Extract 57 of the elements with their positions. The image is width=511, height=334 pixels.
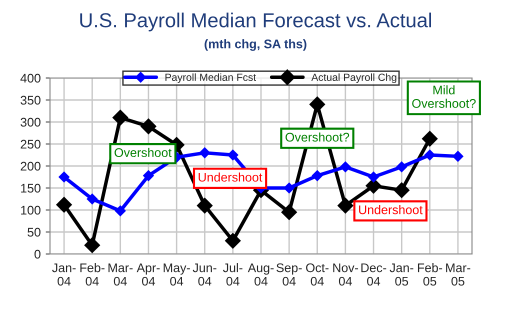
x-tick-label: Jun- 04 <box>192 263 216 286</box>
point <box>114 205 126 216</box>
x-tick-label: Feb- 05 <box>418 263 442 286</box>
point <box>424 150 436 160</box>
y-tick-label: 50 <box>28 228 40 237</box>
point <box>422 130 438 147</box>
point <box>199 147 210 158</box>
point <box>196 198 213 214</box>
point <box>312 170 323 182</box>
y-tick-label: 0 <box>34 250 40 259</box>
point <box>340 161 351 172</box>
x-tick-label: Jul- 04 <box>222 263 242 286</box>
x-tick-label: Mar- 05 <box>446 263 470 286</box>
x-tick-label: Dec- 04 <box>361 263 386 286</box>
y-tick-label: 150 <box>21 184 40 193</box>
point <box>309 96 326 112</box>
point <box>338 198 354 214</box>
annotation: Undershoot <box>359 205 423 214</box>
legend-label: Payroll Median Fcst <box>165 73 256 84</box>
point <box>143 170 154 182</box>
point <box>227 150 238 160</box>
annotation: Overshoot <box>114 148 172 158</box>
y-tick-label: 200 <box>20 162 40 171</box>
x-tick-label: Mar- 04 <box>108 263 133 286</box>
x-tick-label: Jan- 04 <box>52 263 76 286</box>
x-tick-label: May- 04 <box>164 263 190 286</box>
x-tick-label: Jan- 05 <box>390 263 414 286</box>
annotation: Undershoot <box>198 172 262 182</box>
point <box>284 182 295 194</box>
point <box>84 237 100 254</box>
y-tick-label: 350 <box>20 96 40 105</box>
point <box>58 172 70 182</box>
y-tick-label: 400 <box>20 74 40 83</box>
chart-subtitle: (mth chg, SA ths) <box>204 39 306 51</box>
chart-title: U.S. Payroll Median Forecast vs. Actual <box>80 12 432 32</box>
x-tick-label: Aug- 04 <box>248 263 274 286</box>
x-tick-label: Oct- 04 <box>306 263 329 286</box>
point <box>224 232 241 249</box>
legend-label: Actual Payroll Chg <box>311 73 396 84</box>
y-tick-label: 100 <box>21 206 40 215</box>
point <box>281 204 298 220</box>
y-tick-label: 250 <box>20 140 40 149</box>
point <box>394 182 410 198</box>
point <box>140 118 156 134</box>
point <box>56 196 72 213</box>
x-tick-label: Nov- 04 <box>333 263 358 286</box>
x-tick-label: Feb- 04 <box>80 263 104 286</box>
x-tick-label: Apr- 04 <box>136 263 160 286</box>
y-tick-label: 300 <box>20 118 40 127</box>
annotation: Overshoot? <box>286 132 350 142</box>
point <box>86 194 98 204</box>
point <box>112 110 128 126</box>
x-tick-label: Sep- 04 <box>276 263 302 286</box>
point <box>368 172 379 182</box>
point <box>452 150 464 162</box>
point <box>396 161 408 172</box>
annotation: Mild Overshoot? <box>412 85 476 108</box>
